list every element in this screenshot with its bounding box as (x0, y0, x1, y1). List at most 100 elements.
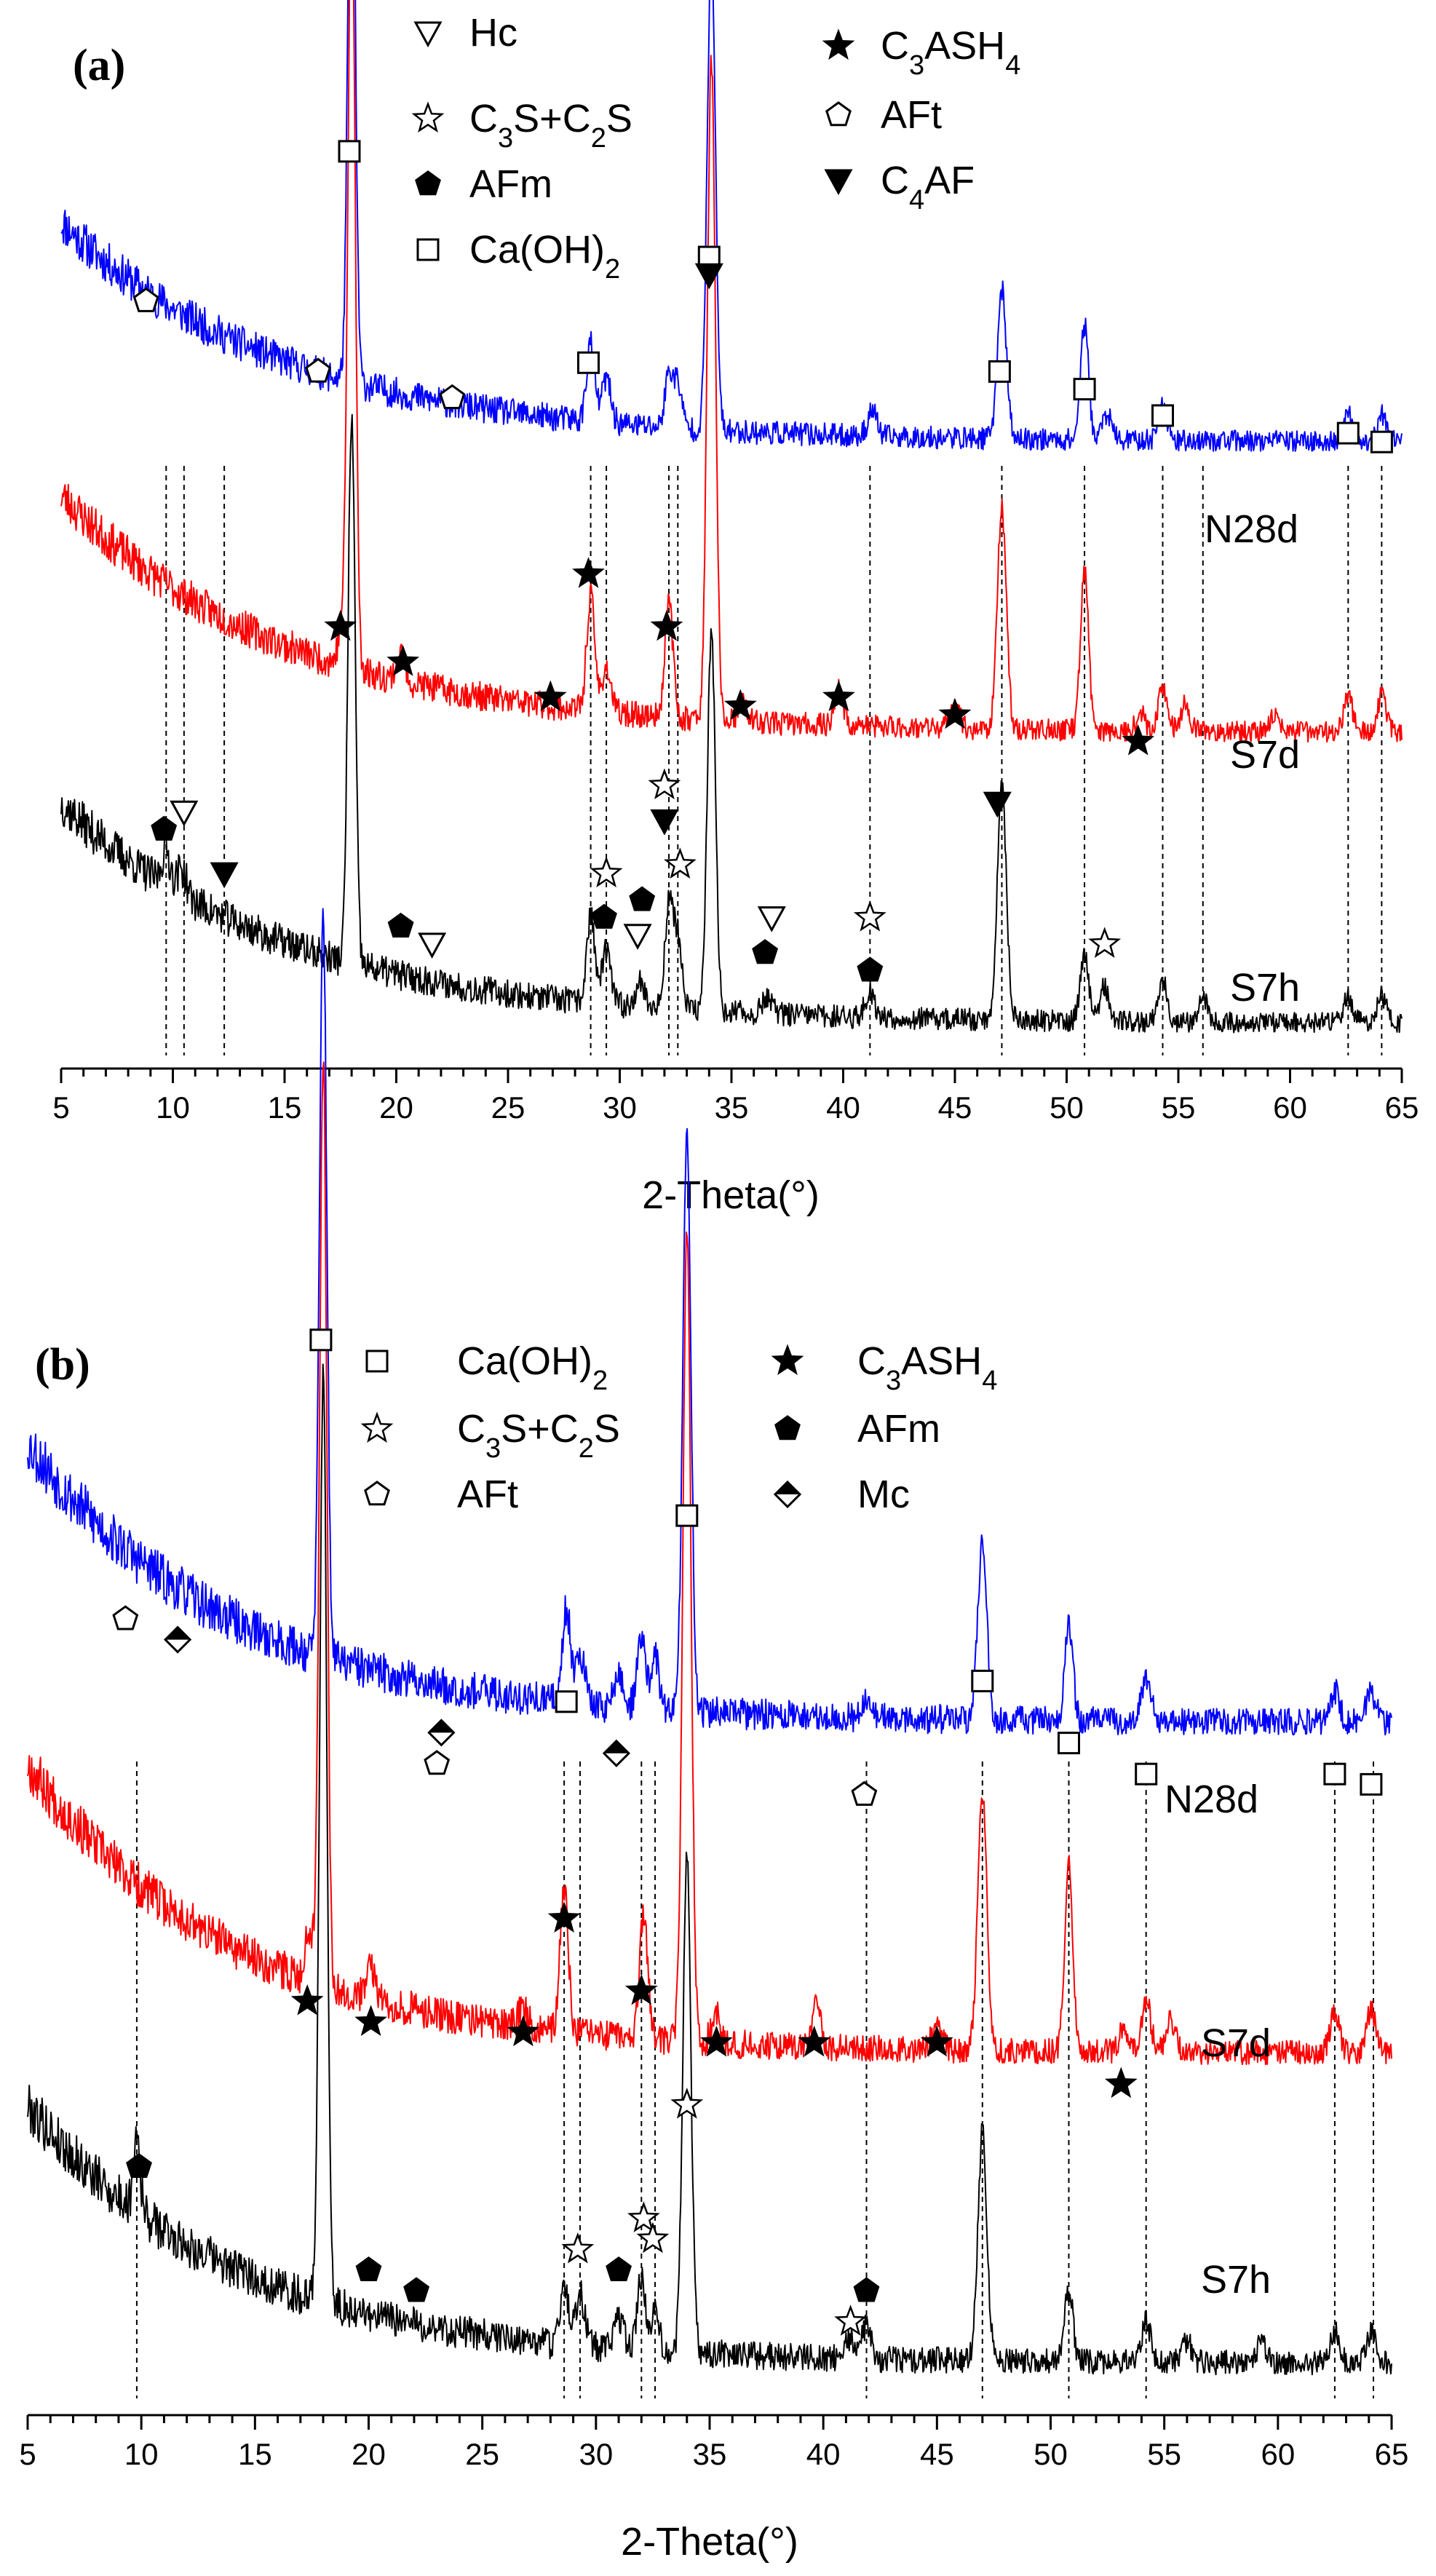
legend-item: C3ASH4 (771, 1339, 997, 1396)
series-line-s7h (27, 1363, 1392, 2376)
legend-item: AFm (774, 1407, 940, 1451)
open-pentagon-icon (851, 1780, 878, 1806)
legend-label: C3S+C2S (469, 97, 632, 154)
square-icon (971, 1669, 994, 1692)
x-tick-label: 30 (579, 2437, 613, 2471)
x-tick-label: 30 (603, 1090, 637, 1125)
open-star-icon (636, 2222, 670, 2254)
filled-star-icon (771, 1344, 804, 1376)
filled-triangle-down-icon (650, 809, 679, 836)
legend-item: Ca(OH)2 (365, 1339, 608, 1396)
open-star-icon (561, 2232, 595, 2264)
x-tick-label: 40 (826, 1090, 860, 1125)
legend-label: AFm (469, 162, 552, 206)
open-star-icon (411, 101, 445, 133)
x-tick-label: 50 (1034, 2437, 1068, 2471)
open-pentagon-icon (439, 384, 466, 409)
legend-label: Ca(OH)2 (457, 1339, 608, 1396)
x-tick-label: 45 (938, 1090, 972, 1125)
filled-pentagon-icon (126, 2152, 152, 2179)
half-diamond-icon (602, 1739, 631, 1767)
x-tick-label: 35 (715, 1090, 749, 1125)
filled-star-icon (572, 557, 605, 588)
filled-star-icon (1104, 2066, 1138, 2099)
open-star-icon (590, 856, 623, 888)
x-tick-label: 55 (1162, 1090, 1196, 1125)
square-icon (1370, 430, 1393, 453)
x-tick-label: 5 (19, 2437, 36, 2471)
x-tick-label: 25 (465, 2437, 499, 2471)
open-triangle-down-icon (418, 932, 447, 959)
square-icon (1360, 1772, 1383, 1796)
x-axis-title-b: 2-Theta(°) (621, 2520, 798, 2564)
legend-item: Ca(OH)2 (416, 228, 620, 285)
series-line-s7d (60, 0, 1403, 743)
x-axis-a: 5 10 15 20 25 30 35 40 45 50 55 60 65 (52, 1067, 1419, 1125)
phase-markers-b (112, 1328, 1383, 2336)
square-icon (675, 1504, 699, 1527)
filled-star-icon (533, 680, 567, 712)
open-star-icon (1088, 927, 1122, 958)
x-tick-label: 5 (52, 1090, 69, 1125)
reference-lines-b (135, 1761, 1375, 2398)
filled-pentagon-icon (591, 903, 617, 929)
filled-triangle-down-icon (210, 862, 239, 889)
filled-star-icon (822, 28, 855, 60)
square-icon (555, 1690, 578, 1713)
square-icon (988, 360, 1011, 383)
open-star-icon (627, 2201, 660, 2232)
open-pentagon-icon (424, 1750, 451, 1775)
legend-label: AFt (457, 1473, 518, 1516)
legend-label: Hc (469, 11, 517, 55)
square-icon (309, 1328, 333, 1352)
x-tick-label: 65 (1375, 2437, 1409, 2471)
open-star-icon (360, 1411, 394, 1443)
open-star-icon (663, 847, 697, 879)
legend-label: C4AF (881, 159, 975, 215)
filled-pentagon-icon (355, 2256, 382, 2282)
x-tick-label: 45 (920, 2437, 954, 2471)
series-line-n28d (60, 0, 1403, 452)
filled-pentagon-icon (853, 2277, 880, 2302)
half-diamond-icon (163, 1625, 192, 1654)
square-icon (416, 238, 440, 261)
open-triangle-down-icon (170, 800, 199, 827)
filled-pentagon-icon (629, 886, 656, 911)
series-label-s7d: S7d (1230, 733, 1300, 777)
reference-lines-a (165, 466, 1383, 1055)
x-tick-label: 40 (806, 2437, 841, 2471)
filled-star-icon (650, 609, 683, 641)
legend-item: C3ASH4 (822, 24, 1020, 81)
filled-pentagon-icon (774, 1415, 801, 1440)
x-tick-label: 35 (693, 2437, 727, 2471)
panel-label-b: (b) (35, 1340, 90, 1390)
filled-star-icon (354, 2005, 388, 2037)
legend-a: Hc C3S+C2S AFm Ca(OH)2 C3ASH4 AFt C4AF (411, 11, 1020, 285)
filled-star-icon (920, 2025, 953, 2057)
half-diamond-icon (773, 1480, 802, 1509)
filled-star-icon (324, 609, 357, 641)
legend-label: AFt (881, 93, 942, 137)
filled-pentagon-icon (151, 815, 178, 841)
x-tick-label: 50 (1050, 1090, 1084, 1125)
legend-item: Hc (413, 11, 517, 55)
filled-pentagon-icon (857, 956, 884, 982)
x-tick-label: 15 (268, 1090, 302, 1125)
filled-pentagon-icon (403, 2277, 430, 2302)
square-icon (1135, 1762, 1158, 1786)
legend-label: C3ASH4 (881, 24, 1020, 81)
square-icon (1323, 1762, 1346, 1786)
x-axis-title-a: 2-Theta(°) (642, 1173, 820, 1217)
phase-markers-a (132, 140, 1393, 982)
filled-star-icon (290, 1984, 324, 2016)
open-star-icon (853, 900, 886, 932)
x-tick-label: 55 (1147, 2437, 1181, 2471)
x-axis-b: 5 10 15 20 25 30 35 40 45 50 55 60 65 (19, 2414, 1409, 2471)
legend-item: Mc (773, 1473, 910, 1516)
x-tick-label: 65 (1385, 1090, 1419, 1125)
open-pentagon-icon (132, 287, 159, 312)
legend-label: C3S+C2S (457, 1407, 620, 1464)
filled-triangle-down-icon (824, 169, 853, 196)
legend-label: Ca(OH)2 (469, 228, 620, 285)
